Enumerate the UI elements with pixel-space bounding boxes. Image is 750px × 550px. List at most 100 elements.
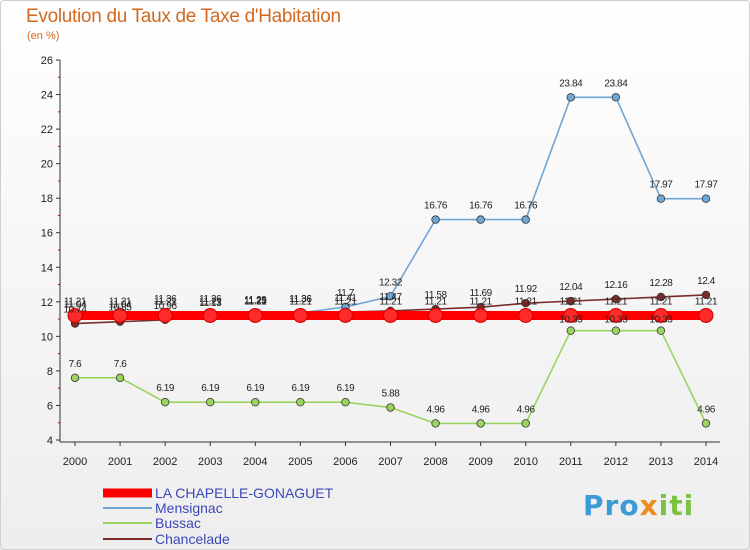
x-tick-label: 2005 bbox=[288, 456, 312, 468]
data-label: 11.21 bbox=[469, 296, 492, 307]
data-label: 11.21 bbox=[424, 296, 447, 307]
data-label: 10.33 bbox=[604, 315, 628, 326]
data-label: 11.36 bbox=[154, 294, 177, 305]
x-tick-label: 2010 bbox=[513, 456, 537, 468]
data-label: 4.96 bbox=[472, 404, 491, 415]
data-label: 12.4 bbox=[697, 276, 716, 287]
data-point bbox=[518, 307, 534, 323]
y-tick-label: 4 bbox=[47, 435, 53, 447]
data-label: 4.96 bbox=[517, 404, 536, 415]
data-label: 11.21 bbox=[695, 296, 718, 307]
chart-title: Evolution du Taux de Taxe d'Habitation bbox=[26, 6, 341, 27]
data-point bbox=[656, 194, 666, 203]
data-label: 23.84 bbox=[559, 78, 583, 89]
data-label: 12.16 bbox=[604, 280, 628, 291]
data-point bbox=[296, 397, 305, 407]
data-label: 11.25 bbox=[244, 296, 267, 307]
data-point bbox=[521, 215, 530, 224]
proxiti-logo: Proxiti bbox=[583, 489, 695, 522]
data-label: 11.21 bbox=[289, 296, 312, 307]
data-label: 11.36 bbox=[289, 294, 312, 305]
data-point bbox=[521, 299, 530, 308]
y-tick-label: 24 bbox=[41, 90, 53, 102]
y-tick-label: 12 bbox=[41, 297, 53, 309]
data-point bbox=[701, 194, 711, 203]
data-point bbox=[383, 307, 398, 323]
data-point bbox=[157, 307, 173, 323]
data-label: 11.21 bbox=[605, 296, 628, 307]
x-tick-label: 2002 bbox=[153, 456, 177, 468]
x-tick-label: 2001 bbox=[108, 456, 132, 468]
data-point bbox=[656, 326, 666, 335]
data-point bbox=[698, 307, 714, 323]
data-label: 11.92 bbox=[515, 284, 538, 295]
data-label: 11.36 bbox=[199, 294, 222, 305]
data-label: 11.47 bbox=[379, 292, 402, 303]
x-tick-label: 2008 bbox=[423, 456, 447, 468]
data-label: 6.19 bbox=[201, 383, 220, 394]
data-label: 10.74 bbox=[63, 305, 87, 316]
data-point bbox=[386, 292, 395, 301]
data-label: 10.33 bbox=[649, 315, 673, 326]
data-label: 11.13 bbox=[199, 298, 222, 309]
data-label: 11.21 bbox=[109, 296, 132, 307]
data-label: 11.21 bbox=[379, 296, 402, 307]
y-tick-label: 16 bbox=[41, 228, 53, 240]
data-label: 4.96 bbox=[697, 404, 716, 415]
data-point bbox=[566, 296, 575, 306]
data-label: 11.21 bbox=[199, 296, 222, 307]
data-point bbox=[566, 93, 575, 102]
data-label: 11.41 bbox=[334, 293, 357, 304]
data-label: 11.21 bbox=[244, 296, 267, 307]
data-point bbox=[476, 419, 485, 428]
data-label: 16.76 bbox=[514, 201, 538, 212]
legend-label: Chancelade bbox=[155, 531, 230, 547]
y-tick-label: 8 bbox=[47, 366, 53, 378]
data-point bbox=[611, 326, 621, 335]
data-label: 6.19 bbox=[336, 383, 355, 394]
data-point bbox=[611, 294, 621, 304]
data-point bbox=[431, 215, 440, 224]
data-point bbox=[115, 373, 125, 383]
data-label: 11.36 bbox=[289, 294, 312, 305]
data-point bbox=[701, 419, 711, 428]
data-label: 17.97 bbox=[649, 180, 673, 191]
y-tick-label: 6 bbox=[47, 400, 53, 412]
x-tick-label: 2004 bbox=[243, 456, 267, 468]
data-label: 23.84 bbox=[604, 78, 628, 89]
data-point bbox=[653, 307, 669, 323]
y-tick-label: 10 bbox=[41, 331, 53, 343]
data-point bbox=[247, 307, 263, 323]
data-point bbox=[160, 397, 170, 407]
x-tick-label: 2012 bbox=[604, 456, 628, 468]
data-point bbox=[608, 307, 624, 323]
data-label: 11.7 bbox=[337, 288, 355, 299]
data-label: 11.21 bbox=[334, 296, 357, 307]
data-point bbox=[611, 93, 621, 102]
y-tick-label: 22 bbox=[41, 124, 53, 136]
data-label: 11.21 bbox=[154, 296, 177, 307]
data-point bbox=[70, 373, 80, 383]
legend-label: LA CHAPELLE-GONAGUET bbox=[155, 485, 334, 501]
data-label: 16.76 bbox=[469, 201, 493, 212]
x-tick-label: 2000 bbox=[63, 456, 87, 468]
x-tick-label: 2007 bbox=[378, 456, 402, 468]
data-label: 16.76 bbox=[424, 201, 448, 212]
data-label: 11.21 bbox=[560, 296, 583, 307]
y-tick-label: 26 bbox=[41, 55, 53, 67]
x-tick-label: 2003 bbox=[198, 456, 222, 468]
data-point bbox=[292, 307, 308, 323]
data-label: 10.33 bbox=[559, 315, 583, 326]
y-tick-label: 14 bbox=[41, 262, 53, 274]
data-point bbox=[521, 419, 530, 428]
data-label: 11.21 bbox=[515, 296, 538, 307]
data-label: 11.21 bbox=[650, 296, 673, 307]
data-label: 11.29 bbox=[244, 295, 267, 306]
data-label: 11.21 bbox=[64, 296, 87, 307]
data-label: 6.19 bbox=[291, 383, 310, 394]
legend-label: Bussac bbox=[155, 515, 201, 531]
x-tick-label: 2011 bbox=[559, 456, 583, 468]
data-label: 11.69 bbox=[469, 288, 492, 299]
data-point bbox=[566, 326, 575, 335]
